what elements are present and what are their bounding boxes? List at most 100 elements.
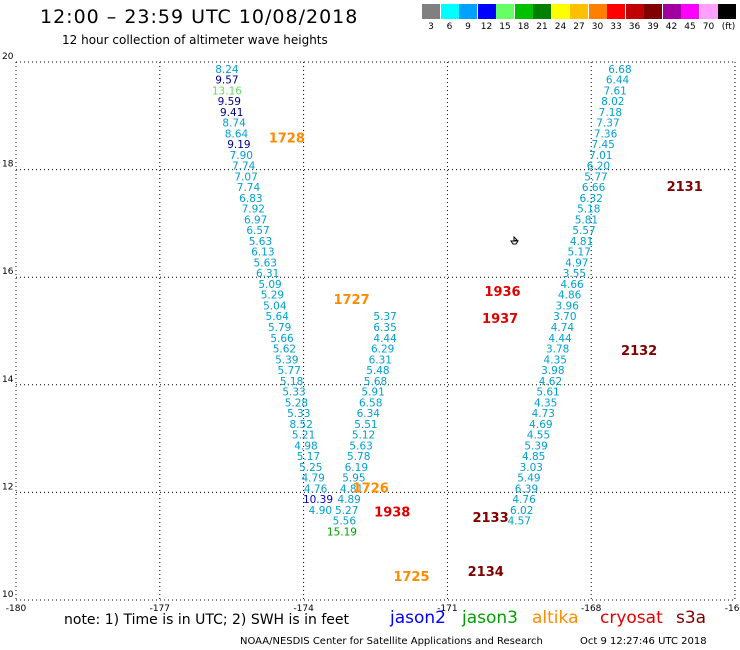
wave-height-label: 5.12 bbox=[352, 430, 375, 442]
scale-label: 36 bbox=[628, 22, 641, 32]
wave-height-label: 4.57 bbox=[508, 516, 531, 528]
wave-height-label: 6.29 bbox=[371, 344, 394, 356]
wave-height-label: 5.56 bbox=[333, 516, 357, 528]
wave-height-label: 5.33 bbox=[282, 387, 305, 399]
wave-height-label: 3.96 bbox=[556, 300, 580, 312]
scale-label: 42 bbox=[665, 22, 678, 32]
wave-height-label: 5.48 bbox=[366, 365, 389, 377]
wave-height-label: 4.55 bbox=[527, 430, 550, 442]
pass-time-label: 1938 bbox=[374, 506, 410, 521]
scale-swatch bbox=[699, 4, 718, 19]
wave-height-label: 4.69 bbox=[529, 419, 552, 431]
wave-height-label: 13.16 bbox=[212, 85, 242, 97]
credit-line: NOAA/NESDIS Center for Satellite Applica… bbox=[240, 636, 543, 647]
scale-label: 70 bbox=[702, 22, 715, 32]
wave-height-label: 8.52 bbox=[290, 419, 313, 431]
wave-height-label: 4.62 bbox=[539, 376, 562, 388]
wave-height-label: 4.35 bbox=[544, 354, 567, 366]
pass-time-label: 2131 bbox=[667, 180, 703, 195]
wave-height-label: 4.81 bbox=[340, 483, 363, 495]
wave-height-label: 4.89 bbox=[337, 494, 360, 506]
wave-height-label: 8.02 bbox=[601, 96, 624, 108]
wave-height-label: 7.18 bbox=[599, 107, 622, 119]
wave-height-label: 5.63 bbox=[249, 236, 272, 248]
wave-height-label: 5.61 bbox=[536, 387, 559, 399]
wave-height-label: 5.63 bbox=[349, 440, 372, 452]
wave-height-label: 5.18 bbox=[577, 204, 600, 216]
footnote: note: 1) Time is in UTC; 2) SWH is in fe… bbox=[64, 612, 350, 628]
wave-height-label: 5.17 bbox=[297, 451, 320, 463]
wave-height-label: 5.33 bbox=[287, 408, 310, 420]
wave-height-label: 5.57 bbox=[572, 225, 595, 237]
scale-label: 27 bbox=[573, 22, 585, 32]
scale-swatch bbox=[607, 4, 625, 19]
wave-height-label: 5.77 bbox=[278, 365, 301, 377]
legend-s3a: s3a bbox=[676, 608, 707, 628]
pass-time-label: 1726 bbox=[353, 481, 389, 496]
wave-height-label: 6.32 bbox=[580, 193, 603, 205]
scale-label: 9 bbox=[465, 22, 471, 32]
wave-height-label: 8.74 bbox=[222, 118, 246, 130]
scale-swatch bbox=[570, 4, 588, 19]
page-subtitle: 12 hour collection of altimeter wave hei… bbox=[62, 33, 328, 47]
wave-height-label: 5.62 bbox=[273, 344, 296, 356]
wave-height-label: 6.83 bbox=[239, 193, 262, 205]
wave-height-label: 4.90 bbox=[309, 505, 332, 517]
legend-jason3: jason3 bbox=[462, 608, 518, 628]
pass-time-label: 2134 bbox=[468, 565, 504, 580]
wave-height-label: 7.45 bbox=[591, 139, 614, 151]
scale-swatch bbox=[644, 4, 662, 19]
wave-height-label: 6.97 bbox=[244, 214, 267, 226]
wave-height-label: 6.19 bbox=[345, 462, 368, 474]
wave-height-label: 5.39 bbox=[524, 440, 547, 452]
wave-height-label: 5.81 bbox=[575, 214, 598, 226]
wave-height-label: 3.03 bbox=[520, 462, 543, 474]
wave-height-label: 4.79 bbox=[301, 473, 324, 485]
wave-height-label: 4.73 bbox=[532, 408, 555, 420]
wave-height-label: 8.24 bbox=[215, 64, 239, 76]
scale-swatch bbox=[422, 4, 440, 19]
scale-label: 33 bbox=[610, 22, 622, 32]
wave-height-label: 6.31 bbox=[256, 268, 279, 280]
wave-height-label: 7.61 bbox=[603, 85, 626, 97]
y-tick-label: 10 bbox=[2, 590, 14, 600]
wave-height-label: 5.64 bbox=[266, 311, 290, 323]
wave-height-label: 6.13 bbox=[251, 247, 274, 259]
scale-swatch bbox=[551, 4, 570, 19]
wave-height-label: 7.37 bbox=[596, 118, 619, 130]
scale-unit: (ft) bbox=[721, 22, 736, 32]
y-tick-label: 20 bbox=[2, 52, 14, 62]
wave-height-label: 6.66 bbox=[582, 182, 606, 194]
wave-height-label: 4.81 bbox=[570, 236, 593, 248]
wave-height-label: 4.86 bbox=[558, 290, 582, 302]
x-tick-label: -177 bbox=[150, 604, 170, 614]
scale-label: 3 bbox=[428, 22, 434, 32]
wave-height-label: 5.79 bbox=[268, 322, 291, 334]
legend-jason2: jason2 bbox=[390, 608, 446, 628]
pass-time-label: 2132 bbox=[621, 344, 657, 359]
page-title: 12:00 – 23:59 UTC 10/08/2018 bbox=[40, 6, 359, 28]
scale-swatch bbox=[681, 4, 699, 19]
scale-label: 15 bbox=[499, 22, 511, 32]
y-tick-label: 14 bbox=[2, 375, 14, 385]
wave-height-label: 6.39 bbox=[515, 483, 538, 495]
y-tick-label: 12 bbox=[2, 482, 13, 492]
wave-height-label: 5.25 bbox=[299, 462, 322, 474]
wave-height-label: 5.68 bbox=[364, 376, 387, 388]
wave-height-label: 6.31 bbox=[369, 354, 392, 366]
scale-label: 30 bbox=[591, 22, 604, 32]
wave-height-label: 3.55 bbox=[563, 268, 586, 280]
wave-height-label: 6.20 bbox=[587, 161, 610, 173]
scale-label: 24 bbox=[554, 22, 567, 32]
scale-swatch bbox=[718, 4, 736, 19]
wave-height-label: 8.64 bbox=[225, 128, 249, 140]
wave-height-label: 4.44 bbox=[373, 333, 397, 345]
wave-height-label: 7.74 bbox=[237, 182, 261, 194]
wave-height-label: 4.74 bbox=[551, 322, 575, 334]
x-tick-label: -168 bbox=[581, 604, 602, 614]
legend-altika: altika bbox=[532, 608, 579, 628]
wave-height-label: 10.39 bbox=[303, 494, 333, 506]
scale-label: 18 bbox=[517, 22, 530, 32]
scale-label: 6 bbox=[446, 22, 453, 32]
